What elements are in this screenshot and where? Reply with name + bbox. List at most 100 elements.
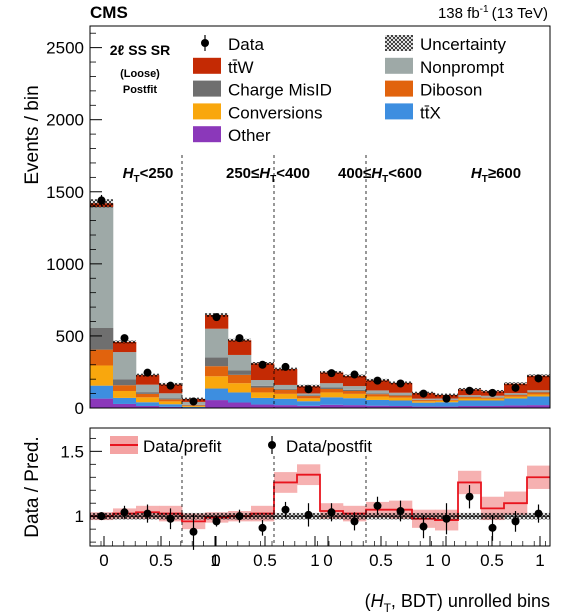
data-point: [327, 369, 336, 378]
category-label: 400≤HT<600: [338, 165, 422, 185]
bar-other: [136, 405, 160, 408]
x-axis-label-post: , BDT) unrolled bins: [391, 591, 550, 611]
bar-ttw: [136, 375, 160, 385]
bar-ttx: [435, 402, 459, 407]
bar-diboson: [366, 394, 390, 397]
stacked-bars: [90, 203, 551, 408]
bar-other: [366, 405, 390, 408]
category-label-sub: T: [133, 174, 139, 185]
x-tick-label: 0: [441, 551, 450, 570]
bar-charge-misid: [205, 357, 229, 367]
upper-tick-label: 500: [56, 327, 84, 346]
postfit-point: [304, 510, 313, 519]
bar-ttw: [228, 340, 252, 355]
data-point: [488, 388, 497, 397]
x-tick-label: 0: [323, 551, 332, 570]
cms-label: CMS: [90, 3, 128, 22]
legend-swatch: [385, 80, 413, 97]
bar-diboson: [481, 397, 505, 399]
data-point: [97, 196, 106, 205]
bar-conversions: [136, 397, 160, 403]
bar-nonprompt: [366, 390, 390, 394]
region-line2: (Loose): [120, 68, 160, 80]
bar-conversions: [481, 398, 505, 401]
upper-panel: 0 500 1000 1500 2000 2500 Events / bin 2ℓ SS …: [22, 25, 551, 418]
postfit-point: [327, 508, 336, 517]
x-tick-label: 1: [425, 551, 434, 570]
bar-conversions: [90, 365, 114, 386]
bar-ttx: [366, 399, 390, 406]
bar-conversions: [389, 397, 413, 401]
bar-ttw: [205, 315, 229, 329]
bar-other: [113, 403, 137, 408]
bar-ttx: [297, 401, 321, 406]
postfit-point: [419, 522, 428, 531]
category-label-h: H: [123, 165, 135, 182]
lower-tick-label: 1.5: [60, 442, 84, 461]
ratio-uncertainty-hatch: [90, 512, 550, 520]
uncertainty-box: [504, 382, 527, 386]
bar-charge-misid: [90, 327, 114, 350]
bar-ttw: [366, 380, 390, 391]
legend-label: Data: [228, 35, 264, 54]
bar-other: [458, 405, 482, 408]
category-labels: HT<250 250≤HT<400 400≤HT<600 HT≥600: [123, 165, 521, 185]
bar-diboson: [297, 396, 321, 399]
ratio-category-dividers: [181, 456, 367, 546]
bar-other: [527, 405, 551, 408]
bar-conversions: [320, 392, 344, 398]
data-point: [235, 334, 244, 343]
data-point: [120, 334, 129, 343]
category-label-sub: T: [482, 174, 488, 185]
data-point: [442, 394, 451, 403]
bar-conversions: [297, 398, 321, 402]
legend-swatch: [193, 126, 221, 143]
postfit-point: [235, 512, 244, 521]
category-label-h: H: [471, 165, 483, 182]
data-point: [143, 368, 152, 377]
bar-other: [389, 405, 413, 408]
data-point: [304, 385, 313, 394]
postfit-legend-label: Data/postfit: [286, 437, 372, 456]
bar-conversions: [205, 376, 229, 389]
legend-swatch: [385, 57, 413, 74]
upper-tick-label: 2500: [46, 39, 84, 58]
lower-panel: 11.5 Data / Pred. 0 0.5 10 0.5 1 0 0.5 1 0 0.5 1 D…: [22, 427, 551, 615]
bar-charge-misid: [136, 392, 160, 394]
bar-ttx: [90, 385, 114, 399]
category-label-pre: 400≤: [338, 165, 371, 182]
bar-nonprompt: [274, 384, 298, 389]
x-axis-label: (HT, BDT) unrolled bins: [365, 591, 550, 615]
bar-charge-misid: [343, 389, 367, 391]
upper-tick-label: 1000: [46, 255, 84, 274]
postfit-point: [350, 517, 359, 526]
bar-nonprompt: [251, 380, 275, 386]
legend-swatch: [385, 103, 413, 120]
bar-nonprompt: [228, 354, 252, 371]
bar-diboson: [136, 393, 160, 398]
bar-diboson: [527, 392, 551, 395]
postfit-point: [143, 509, 152, 518]
bar-ttx: [113, 397, 137, 404]
region-line3: Postfit: [123, 84, 158, 96]
x-tick-label: 0: [99, 551, 108, 570]
x-axis-label-sub: T: [384, 601, 392, 615]
lumi-label: 138 fb-1 (13 TeV): [438, 4, 548, 22]
bar-diboson: [205, 366, 229, 377]
category-label-post: <250: [140, 165, 174, 182]
category-label: HT≥600: [471, 165, 521, 185]
data-point: [419, 389, 428, 398]
bar-diboson: [343, 390, 367, 394]
upper-y-ticks: 0 500 1000 1500 2000 2500: [46, 32, 102, 418]
bar-other: [343, 405, 367, 408]
data-point: [465, 386, 474, 395]
x-tick-label: 0.5: [369, 551, 393, 570]
upper-tick-label: 2000: [46, 111, 84, 130]
bar-charge-misid: [389, 395, 413, 396]
bar-charge-misid: [251, 385, 275, 388]
bar-ttx: [527, 396, 551, 406]
bar-charge-misid: [228, 370, 252, 375]
data-point: [511, 383, 520, 392]
bar-charge-misid: [159, 398, 183, 400]
x-tick-label: 0.5: [480, 551, 504, 570]
